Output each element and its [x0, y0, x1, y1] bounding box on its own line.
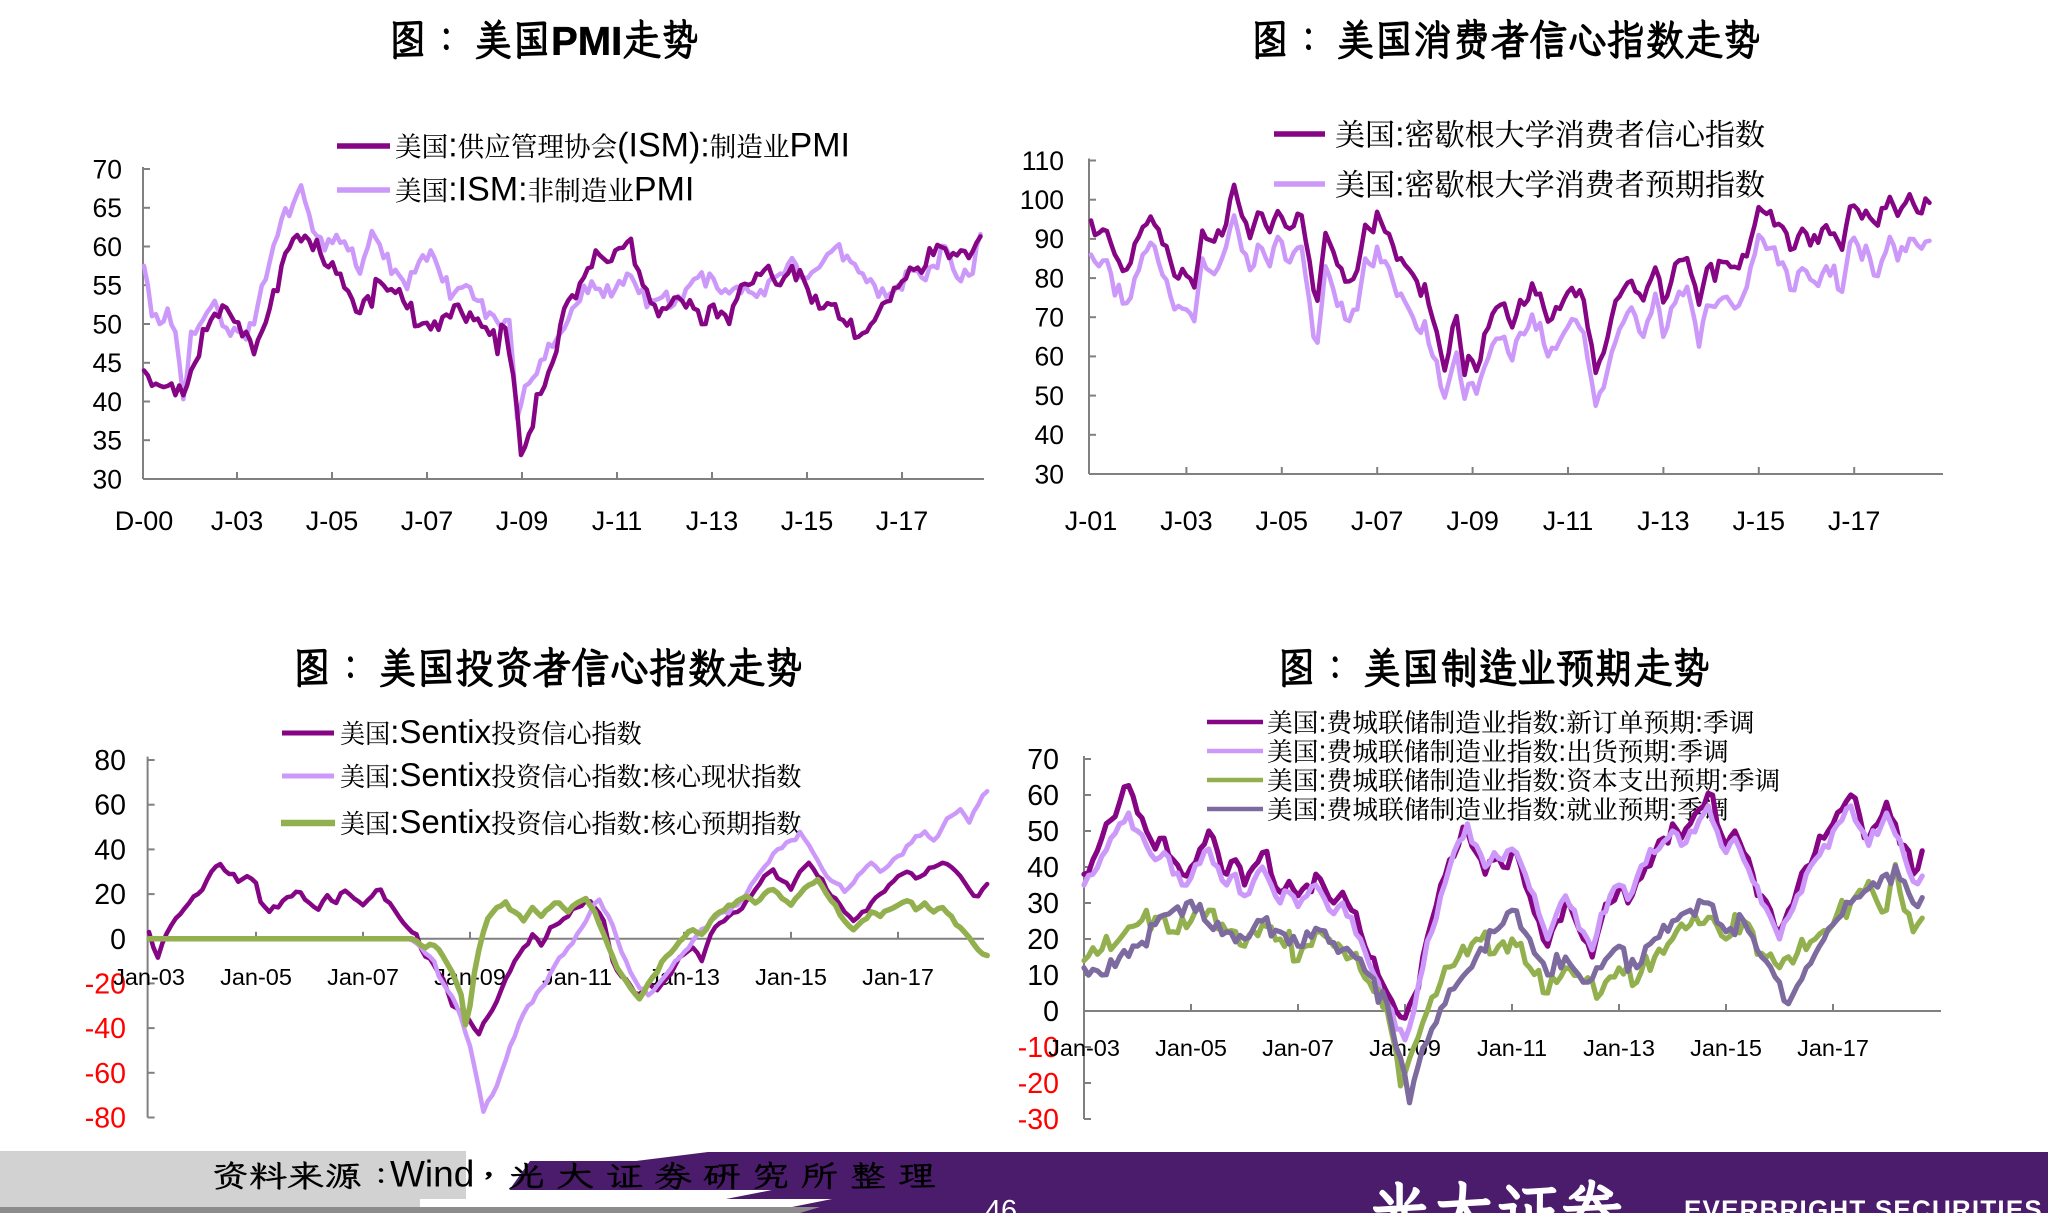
svg-text:Jan-17: Jan-17 — [1797, 1035, 1869, 1061]
svg-text:J-17: J-17 — [876, 506, 929, 536]
svg-text:J-07: J-07 — [401, 506, 454, 536]
svg-text:Jan-15: Jan-15 — [1690, 1035, 1762, 1061]
svg-text:20: 20 — [1027, 924, 1059, 956]
svg-text:J-17: J-17 — [1828, 506, 1881, 536]
svg-text:Jan-07: Jan-07 — [1262, 1035, 1334, 1061]
svg-text:45: 45 — [93, 348, 122, 378]
svg-text:50: 50 — [93, 309, 122, 339]
svg-text:-40: -40 — [85, 1013, 126, 1045]
svg-text:70: 70 — [1035, 303, 1064, 333]
svg-text:-60: -60 — [85, 1058, 126, 1090]
svg-text:-20: -20 — [1018, 1068, 1059, 1100]
svg-text:J-05: J-05 — [1256, 506, 1309, 536]
svg-text:65: 65 — [93, 193, 122, 223]
svg-text:70: 70 — [1027, 744, 1059, 776]
svg-text:50: 50 — [1027, 816, 1059, 848]
svg-text:60: 60 — [1027, 780, 1059, 812]
svg-text:10: 10 — [1027, 960, 1059, 992]
svg-text:-30: -30 — [1018, 1104, 1059, 1136]
svg-text:60: 60 — [93, 232, 122, 262]
svg-text:J-15: J-15 — [1733, 506, 1786, 536]
svg-text:D-00: D-00 — [115, 506, 174, 536]
svg-text:0: 0 — [1043, 996, 1059, 1028]
svg-text:100: 100 — [1020, 185, 1064, 215]
svg-text:60: 60 — [1035, 342, 1064, 372]
svg-text:30: 30 — [1027, 888, 1059, 920]
svg-text:J-09: J-09 — [496, 506, 549, 536]
svg-text:80: 80 — [94, 745, 126, 777]
svg-text:Jan-07: Jan-07 — [327, 964, 399, 990]
svg-text:50: 50 — [1035, 381, 1064, 411]
svg-text:Jan-13: Jan-13 — [1583, 1035, 1655, 1061]
svg-text:-10: -10 — [1018, 1032, 1059, 1064]
svg-text:Jan-15: Jan-15 — [755, 964, 827, 990]
svg-text:80: 80 — [1035, 263, 1064, 293]
svg-text:Jan-03: Jan-03 — [1048, 1035, 1120, 1061]
svg-text:Jan-11: Jan-11 — [1477, 1035, 1547, 1061]
svg-text:J-15: J-15 — [781, 506, 834, 536]
svg-text:Jan-05: Jan-05 — [1155, 1035, 1227, 1061]
svg-text:J-09: J-09 — [1446, 506, 1499, 536]
svg-text:Jan-05: Jan-05 — [220, 964, 292, 990]
svg-text:70: 70 — [93, 154, 122, 184]
svg-text:J-11: J-11 — [592, 506, 643, 536]
svg-text:J-13: J-13 — [1637, 506, 1690, 536]
svg-text:J-01: J-01 — [1065, 506, 1118, 536]
svg-text:J-03: J-03 — [1160, 506, 1213, 536]
svg-text:J-11: J-11 — [1543, 506, 1594, 536]
svg-text:J-07: J-07 — [1351, 506, 1404, 536]
svg-text:40: 40 — [94, 834, 126, 866]
svg-text:-20: -20 — [85, 968, 126, 1000]
svg-text:0: 0 — [110, 924, 126, 956]
svg-text:Jan-03: Jan-03 — [113, 964, 185, 990]
svg-text:20: 20 — [94, 879, 126, 911]
svg-text:35: 35 — [93, 426, 122, 456]
svg-text:30: 30 — [1035, 459, 1064, 489]
svg-text:J-05: J-05 — [306, 506, 359, 536]
svg-text:30: 30 — [93, 464, 122, 494]
svg-text:40: 40 — [1027, 852, 1059, 884]
svg-text:J-13: J-13 — [686, 506, 739, 536]
svg-text:90: 90 — [1035, 224, 1064, 254]
svg-text:60: 60 — [94, 790, 126, 822]
svg-text:46: 46 — [985, 1195, 1017, 1213]
svg-text:40: 40 — [1035, 420, 1064, 450]
svg-text:Wind: Wind — [390, 1154, 474, 1195]
svg-text:110: 110 — [1022, 146, 1064, 176]
svg-text:55: 55 — [93, 271, 122, 301]
svg-text:J-03: J-03 — [211, 506, 264, 536]
svg-text:-80: -80 — [85, 1103, 126, 1135]
svg-text:Jan-17: Jan-17 — [862, 964, 934, 990]
svg-text:EVERBRIGHT SECURITIES: EVERBRIGHT SECURITIES — [1684, 1195, 2043, 1213]
svg-text:40: 40 — [93, 387, 122, 417]
